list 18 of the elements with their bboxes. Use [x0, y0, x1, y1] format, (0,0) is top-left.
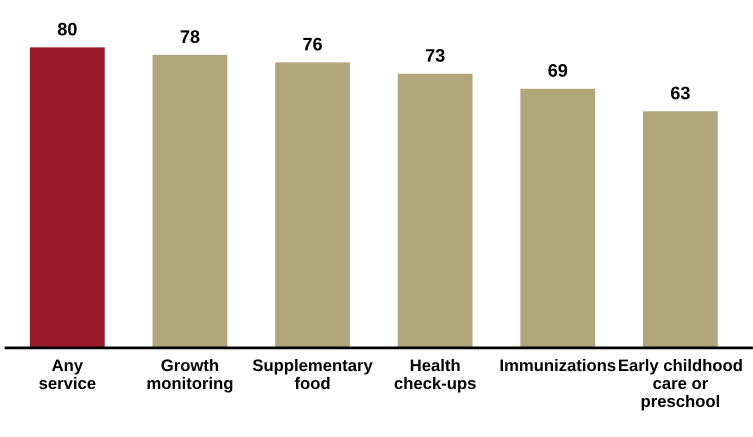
- data-label: 69: [548, 64, 568, 77]
- bar: [520, 88, 596, 348]
- x-tick-label: Early childhood care or preschool: [618, 358, 742, 410]
- data-label: 78: [180, 30, 200, 44]
- x-tick-label: Any service: [39, 360, 96, 390]
- x-tick-label: Health check-ups: [394, 358, 476, 392]
- bar: [398, 74, 473, 348]
- x-tick-label: Immunizations: [500, 358, 616, 372]
- data-label: 76: [303, 38, 322, 51]
- data-label: 80: [58, 22, 77, 36]
- data-label: 73: [426, 49, 445, 62]
- bar: [275, 62, 350, 348]
- bar: [642, 111, 718, 348]
- x-tick-label: Supplementary food: [252, 358, 373, 390]
- x-tick-label: Growth monitoring: [148, 358, 232, 393]
- bar: [30, 47, 105, 348]
- bar: [152, 54, 228, 348]
- data-label: 63: [671, 86, 690, 100]
